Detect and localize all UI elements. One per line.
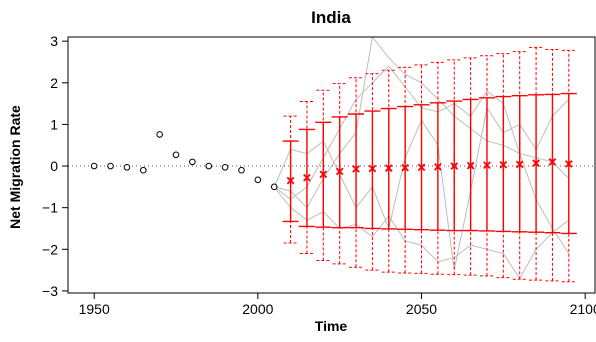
median-point-stroke	[564, 160, 573, 168]
plot-frame	[67, 36, 596, 294]
median-point-stroke	[548, 158, 557, 166]
y-axis-label: Net Migration Rate	[7, 105, 23, 229]
y-tick-label: 0	[50, 158, 58, 174]
median-point-stroke	[499, 160, 508, 169]
median-point	[352, 165, 360, 173]
x-tick-label: 2100	[570, 301, 596, 317]
y-tick-label: −3	[42, 283, 58, 299]
median-point	[564, 160, 573, 168]
observed-point	[238, 166, 245, 174]
y-tick-label: 3	[50, 33, 58, 49]
observed-point	[172, 151, 180, 159]
median-point	[368, 164, 377, 173]
median-point-stroke	[368, 164, 377, 173]
median-point-stroke	[515, 160, 524, 169]
data-layer	[68, 37, 595, 283]
observed-point	[221, 163, 229, 171]
observed-point	[254, 176, 262, 184]
median-point	[532, 159, 540, 167]
median-point-stroke	[384, 164, 393, 172]
y-tick-label: 2	[50, 75, 58, 91]
observed-point	[156, 131, 163, 138]
observed-point	[107, 162, 114, 170]
median-point	[303, 173, 311, 182]
x-tick-label: 2050	[406, 301, 437, 317]
median-point-stroke	[286, 176, 295, 185]
median-point	[483, 161, 491, 170]
median-point	[286, 176, 295, 185]
observed-point	[90, 162, 98, 170]
median-point-stroke	[466, 161, 475, 170]
y-tick-label: −1	[42, 200, 58, 216]
median-point	[515, 160, 524, 169]
x-axis-label: Time	[315, 318, 348, 334]
median-point-stroke	[532, 159, 540, 167]
observed-point	[205, 162, 213, 170]
median-point	[335, 167, 344, 176]
median-point-stroke	[434, 163, 442, 171]
median-point	[466, 161, 475, 170]
observed-point	[123, 163, 131, 171]
x-tick-label: 2000	[242, 301, 273, 317]
observed-point	[139, 166, 147, 174]
median-point-stroke	[401, 163, 409, 172]
y-tick-label: −2	[42, 241, 58, 257]
y-tick-label: 1	[50, 116, 58, 132]
median-point-stroke	[352, 165, 360, 173]
median-point	[548, 158, 557, 166]
median-point	[417, 163, 426, 172]
median-point-stroke	[303, 173, 311, 182]
median-point-stroke	[450, 162, 459, 170]
observed-point	[189, 158, 196, 166]
median-point	[499, 160, 508, 169]
chart-title: India	[311, 8, 351, 27]
x-tick-label: 1950	[79, 301, 110, 317]
median-point	[319, 170, 328, 179]
observed-point	[270, 183, 278, 191]
median-point	[434, 163, 442, 171]
median-point	[401, 163, 409, 172]
median-point-stroke	[335, 167, 344, 176]
median-point-stroke	[483, 161, 491, 170]
median-point-stroke	[319, 170, 328, 179]
median-point-stroke	[417, 163, 426, 172]
median-point	[384, 164, 393, 172]
median-point	[450, 162, 459, 170]
plot-area: 1950 2000 2050 2100 −3 −2 −1 0 1 2 3	[42, 33, 596, 317]
